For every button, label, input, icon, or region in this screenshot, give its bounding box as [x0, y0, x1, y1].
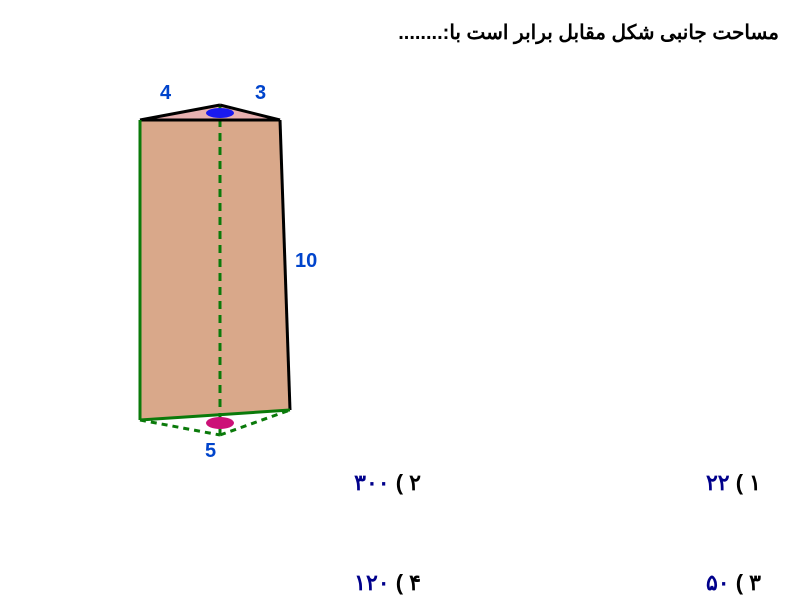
- bottom-centroid-marker: [206, 417, 234, 429]
- option-4-number: ( ۴: [396, 570, 421, 595]
- label-right-side: 10: [295, 250, 317, 273]
- top-centroid-marker: [206, 108, 234, 118]
- label-top-left: 4: [160, 82, 171, 105]
- option-2-value: ۳۰۰: [354, 470, 389, 495]
- option-3[interactable]: ۵۰ ( ۳: [706, 570, 769, 596]
- option-4-value: ۱۲۰: [354, 570, 389, 595]
- option-1-value: ۲۲: [706, 470, 730, 495]
- prism-diagram: 4 3 10 5: [100, 90, 320, 460]
- option-2[interactable]: ۳۰۰ ( ۲: [354, 470, 429, 496]
- label-top-right: 3: [255, 82, 266, 105]
- option-1-number: ( ۱: [736, 470, 761, 495]
- prism-svg: [100, 90, 320, 460]
- label-bottom: 5: [205, 440, 216, 463]
- option-3-number: ( ۳: [736, 570, 761, 595]
- option-3-value: ۵۰: [706, 570, 730, 595]
- option-2-number: ( ۲: [396, 470, 421, 495]
- option-1[interactable]: ۲۲ ( ۱: [706, 470, 769, 496]
- option-4[interactable]: ۱۲۰ ( ۴: [354, 570, 429, 596]
- prism-front-face: [140, 120, 290, 420]
- question-text: مساحت جانبی شکل مقابل برابر است با:.....…: [398, 20, 779, 45]
